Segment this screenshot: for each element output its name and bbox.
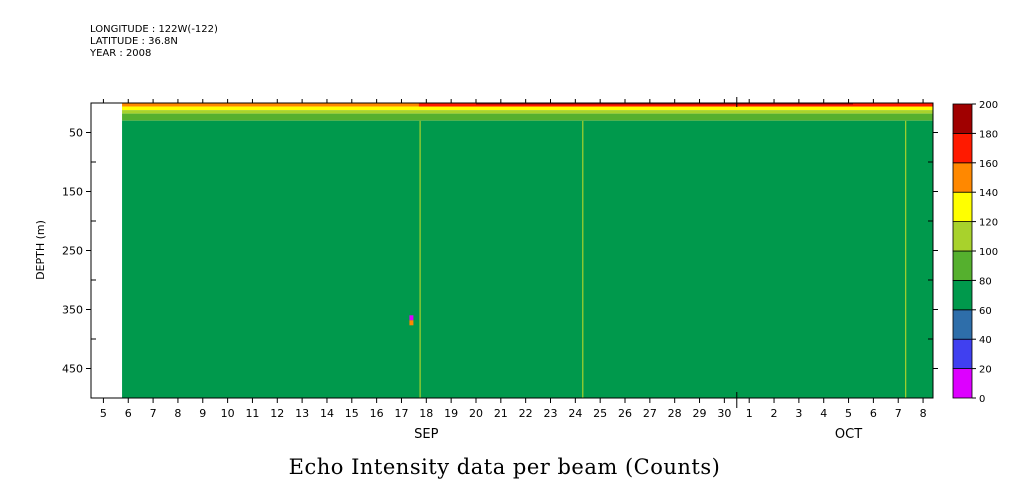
heatmap-layer-1 xyxy=(122,106,934,111)
x-tick-label-33: 8 xyxy=(920,407,927,420)
colorbar-box-8 xyxy=(952,132,973,164)
colorbar-box-7 xyxy=(952,162,973,193)
x-tick-label-2: 7 xyxy=(150,407,157,420)
y-tick-label-250: 250 xyxy=(62,245,83,258)
colorbar-label-200: 200 xyxy=(979,100,998,111)
year-label: YEAR : 2008 xyxy=(90,48,152,59)
x-tick-label-21: 26 xyxy=(618,407,632,420)
colorbar-box-5 xyxy=(952,221,973,252)
x-tick-label-20: 25 xyxy=(593,407,607,420)
colorbar-box-0 xyxy=(952,368,973,399)
x-tick-label-25: 30 xyxy=(717,407,731,420)
colorbar-box-9 xyxy=(952,103,973,134)
y-tick-label-50: 50 xyxy=(69,127,83,140)
x-tick-label-9: 14 xyxy=(320,407,334,420)
colorbar-label-80: 80 xyxy=(979,276,992,287)
x-tick-label-24: 29 xyxy=(693,407,707,420)
colorbar-label-20: 20 xyxy=(979,365,992,376)
heatmap-anomaly-top xyxy=(409,315,414,321)
latitude-label: LATITUDE : 36.8N xyxy=(90,36,178,47)
heatmap-layer-4 xyxy=(122,120,934,398)
x-tick-label-8: 13 xyxy=(295,407,309,420)
colorbar-box-3 xyxy=(952,279,973,311)
colorbar-label-60: 60 xyxy=(979,306,992,317)
x-tick-label-3: 8 xyxy=(174,407,181,420)
colorbar-label-40: 40 xyxy=(979,335,992,346)
colorbar-label-120: 120 xyxy=(979,218,998,229)
x-tick-label-27: 2 xyxy=(771,407,778,420)
longitude-label: LONGITUDE : 122W(-122) xyxy=(90,24,218,35)
x-tick-label-18: 23 xyxy=(543,407,557,420)
x-tick-label-13: 18 xyxy=(419,407,433,420)
x-tick-label-4: 9 xyxy=(199,407,206,420)
x-tick-label-32: 7 xyxy=(895,407,902,420)
month-label-sep: SEP xyxy=(414,427,438,442)
colorbar-label-140: 140 xyxy=(979,188,998,199)
heatmap-layer-3 xyxy=(122,113,934,121)
metadata-block: LONGITUDE : 122W(-122) LATITUDE : 36.8N … xyxy=(90,24,218,60)
x-tick-label-0: 5 xyxy=(100,407,107,420)
y-tick-label-150: 150 xyxy=(62,186,83,199)
chart-title: Echo Intensity data per beam (Counts) xyxy=(288,455,721,479)
x-tick-label-12: 17 xyxy=(394,407,408,420)
x-tick-label-7: 12 xyxy=(270,407,284,420)
y-axis-label: DEPTH (m) xyxy=(34,220,47,280)
x-tick-label-10: 15 xyxy=(345,407,359,420)
x-tick-label-28: 3 xyxy=(795,407,802,420)
x-tick-label-6: 11 xyxy=(245,407,259,420)
x-tick-label-15: 20 xyxy=(469,407,483,420)
heatmap-surface-darkred xyxy=(475,103,853,105)
colorbar-label-160: 160 xyxy=(979,159,998,170)
colorbar-box-6 xyxy=(952,191,973,222)
heatmap-layer-2 xyxy=(122,110,934,114)
x-tick-label-30: 5 xyxy=(845,407,852,420)
x-tick-label-19: 24 xyxy=(568,407,582,420)
x-tick-label-22: 27 xyxy=(643,407,657,420)
x-tick-label-29: 4 xyxy=(820,407,827,420)
x-tick-label-1: 6 xyxy=(125,407,132,420)
colorbar-box-2 xyxy=(952,309,973,340)
x-tick-label-14: 19 xyxy=(444,407,458,420)
x-tick-label-31: 6 xyxy=(870,407,877,420)
month-label-oct: OCT xyxy=(835,427,862,442)
y-tick-label-350: 350 xyxy=(62,304,83,317)
heatmap-surface-red xyxy=(418,103,933,107)
colorbar-label-100: 100 xyxy=(979,247,998,258)
colorbar-box-1 xyxy=(952,338,973,370)
colorbar-label-0: 0 xyxy=(979,394,985,405)
colorbar-box-4 xyxy=(952,250,973,281)
y-tick-label-450: 450 xyxy=(62,363,83,376)
x-tick-label-11: 16 xyxy=(370,407,384,420)
x-tick-label-16: 21 xyxy=(494,407,508,420)
heatmap-anomaly-bottom xyxy=(409,320,414,326)
x-tick-label-26: 1 xyxy=(746,407,753,420)
colorbar-label-180: 180 xyxy=(979,129,998,140)
x-tick-label-23: 28 xyxy=(668,407,682,420)
x-tick-label-5: 10 xyxy=(221,407,235,420)
x-tick-label-17: 22 xyxy=(519,407,533,420)
